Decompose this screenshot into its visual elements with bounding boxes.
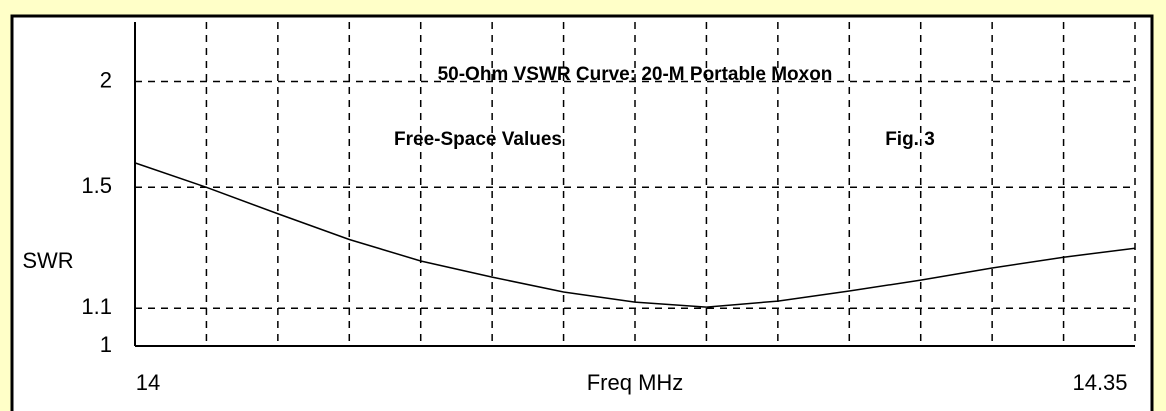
y-tick-label: 1.1: [81, 294, 112, 319]
curve: [134, 162, 1136, 308]
x-axis-label: Freq MHz: [587, 370, 684, 395]
x-tick-label: 14.35: [1072, 370, 1127, 395]
annotation: Free-Space Values: [394, 129, 562, 150]
annotation: Fig. 3: [885, 129, 935, 150]
x-tick-label: 14: [136, 370, 160, 395]
y-tick-label: 1: [100, 332, 112, 357]
y-tick-label: 2: [100, 67, 112, 92]
y-tick-label: 1.5: [81, 173, 112, 198]
y-axis-label: SWR: [22, 248, 73, 273]
